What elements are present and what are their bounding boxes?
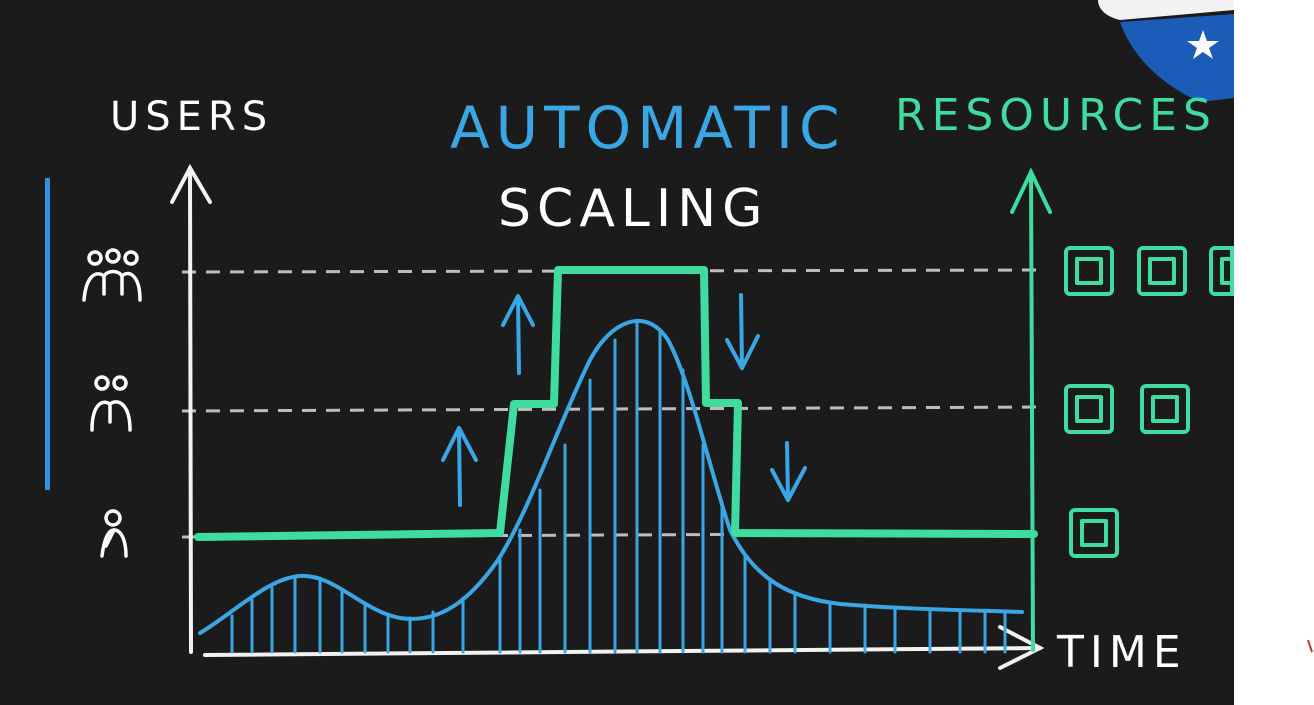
blackboard-background	[0, 0, 1234, 705]
time-axis-arrowhead	[998, 625, 1045, 670]
resource-level-1	[1069, 508, 1119, 558]
resources-axis	[1010, 167, 1052, 652]
star-icon	[1187, 30, 1219, 59]
one-user-icon	[100, 509, 128, 558]
users-demand-curve	[198, 319, 1024, 654]
server-icon	[1069, 508, 1119, 558]
side-accent-bar	[45, 178, 50, 490]
resources-axis-arrowhead	[1010, 167, 1052, 214]
three-users-icon	[82, 248, 142, 302]
scale-arrows	[441, 293, 807, 507]
users-axis-arrowhead	[170, 163, 212, 204]
curve-hatching	[230, 320, 1007, 654]
clipped-edge	[1230, 248, 1234, 294]
y-axis-label-right: RESOURCES	[895, 90, 1217, 141]
server-icon	[1137, 246, 1187, 296]
edge-mark	[1307, 639, 1313, 653]
diagram-title-line2: SCALING	[498, 179, 768, 239]
scale-down-arrow-icon	[770, 441, 807, 502]
two-users-icon	[90, 375, 132, 432]
scale-up-arrow-icon	[501, 294, 535, 375]
right-margin	[1234, 0, 1314, 705]
time-axis	[203, 625, 1045, 670]
diagram-title-line1: AUTOMATIC	[450, 94, 845, 162]
server-icon	[1064, 384, 1114, 434]
users-axis	[170, 163, 212, 654]
resources-step-line	[194, 266, 1038, 541]
server-icon	[1064, 246, 1114, 296]
x-axis-label: TIME	[1056, 627, 1187, 678]
demand-curve-line	[198, 319, 1024, 635]
shield-badge-icon	[1098, 0, 1234, 102]
y-axis-label-left: USERS	[110, 94, 273, 140]
scale-down-arrow-icon	[725, 293, 760, 370]
server-icon	[1140, 384, 1190, 434]
scale-up-arrow-icon	[441, 426, 478, 507]
resource-level-2	[1064, 384, 1190, 434]
